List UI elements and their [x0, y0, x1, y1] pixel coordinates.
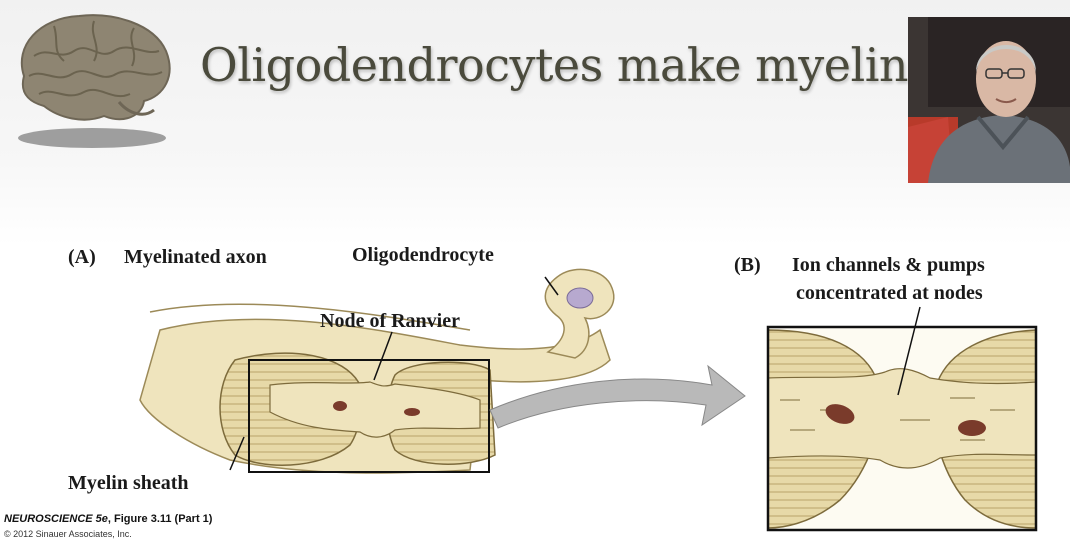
myelin-figure [139, 268, 1038, 532]
panel-b-heading-line1: Ion channels & pumps [792, 254, 985, 276]
panel-b-letter: (B) [734, 254, 761, 276]
panel-a-letter: (A) [68, 246, 96, 268]
panel-b-heading-line2: concentrated at nodes [796, 282, 983, 304]
copyright-notice: © 2012 Sinauer Associates, Inc. [4, 529, 132, 539]
zoom-arrow [489, 364, 746, 429]
panel-a-heading: Myelinated axon [124, 246, 267, 268]
zoom-box [248, 359, 490, 473]
oligodendrocyte-cell [544, 268, 615, 359]
figure-number: , Figure 3.11 (Part 1) [107, 513, 213, 525]
presenter-video-frame [908, 17, 1070, 183]
brain-icon [18, 14, 171, 148]
slide-title: Oligodendrocytes make myelin [200, 38, 909, 92]
book-title: NEUROSCIENCE 5e [4, 513, 108, 525]
figure-credit: NEUROSCIENCE 5e, Figure 3.11 (Part 1) [4, 513, 212, 525]
node-of-ranvier-label: Node of Ranvier [320, 310, 460, 332]
panel-b-detail [766, 306, 1038, 532]
myelin-sheath-label: Myelin sheath [68, 472, 189, 494]
axon-core [269, 381, 481, 438]
oligodendrocyte-label: Oligodendrocyte [352, 244, 494, 266]
presenter-webcam [908, 17, 1070, 183]
